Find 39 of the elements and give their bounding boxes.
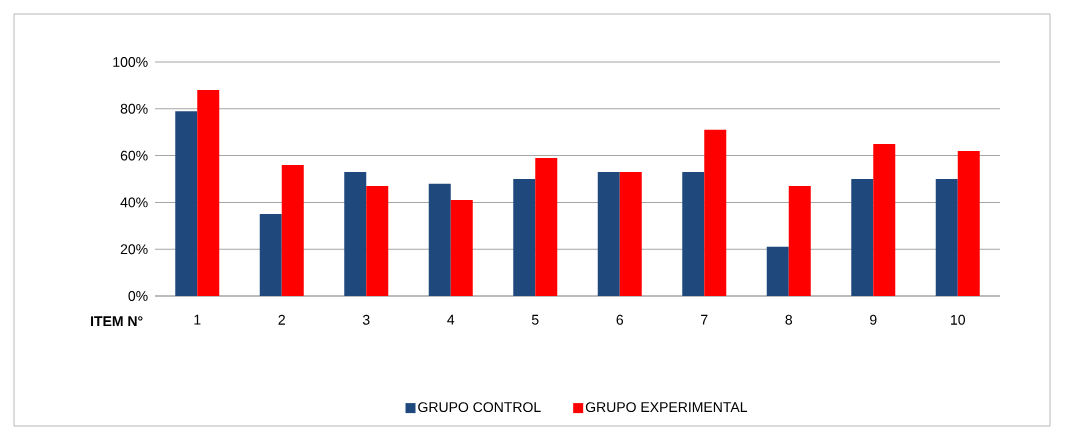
- x-axis-title: ITEM N°: [91, 316, 143, 326]
- x-tick-label: 2: [278, 314, 285, 325]
- bar: [957, 150, 980, 296]
- bar: [281, 164, 304, 296]
- bar: [935, 179, 958, 296]
- bar: [450, 200, 473, 296]
- bar: [766, 246, 789, 296]
- bar: [428, 183, 451, 296]
- x-tick-label: 5: [531, 314, 539, 325]
- bar: [704, 129, 727, 296]
- y-tick-label: 80%: [120, 103, 148, 114]
- bar: [513, 179, 536, 296]
- legend-label: GRUPO CONTROL: [418, 402, 541, 413]
- bar: [597, 171, 620, 296]
- y-tick-label: 0%: [128, 291, 148, 301]
- bar: [619, 171, 642, 296]
- y-tick-label: 60%: [120, 150, 148, 161]
- bar: [259, 214, 282, 296]
- y-tick-label: 100%: [113, 57, 148, 67]
- x-tick-label: 9: [870, 314, 877, 325]
- bar: [873, 143, 896, 296]
- x-tick-label: 7: [701, 314, 708, 325]
- x-tick-label: 1: [194, 314, 201, 325]
- bar: [535, 157, 558, 296]
- bar: [197, 90, 220, 296]
- bar: [366, 186, 389, 296]
- y-tick-label: 20%: [120, 244, 148, 255]
- legend-label: GRUPO EXPERIMENTAL: [585, 402, 748, 413]
- x-tick-label: 6: [616, 314, 624, 325]
- bar: [788, 186, 811, 296]
- x-tick-label: 3: [362, 314, 370, 325]
- bar: [851, 179, 874, 296]
- x-tick-label: 8: [785, 314, 793, 325]
- bar: [682, 171, 705, 296]
- y-tick-label: 40%: [120, 197, 148, 208]
- bar: [344, 171, 367, 296]
- bar: [175, 111, 198, 296]
- x-tick-label: 10: [951, 314, 965, 325]
- x-tick-label: 4: [447, 314, 455, 325]
